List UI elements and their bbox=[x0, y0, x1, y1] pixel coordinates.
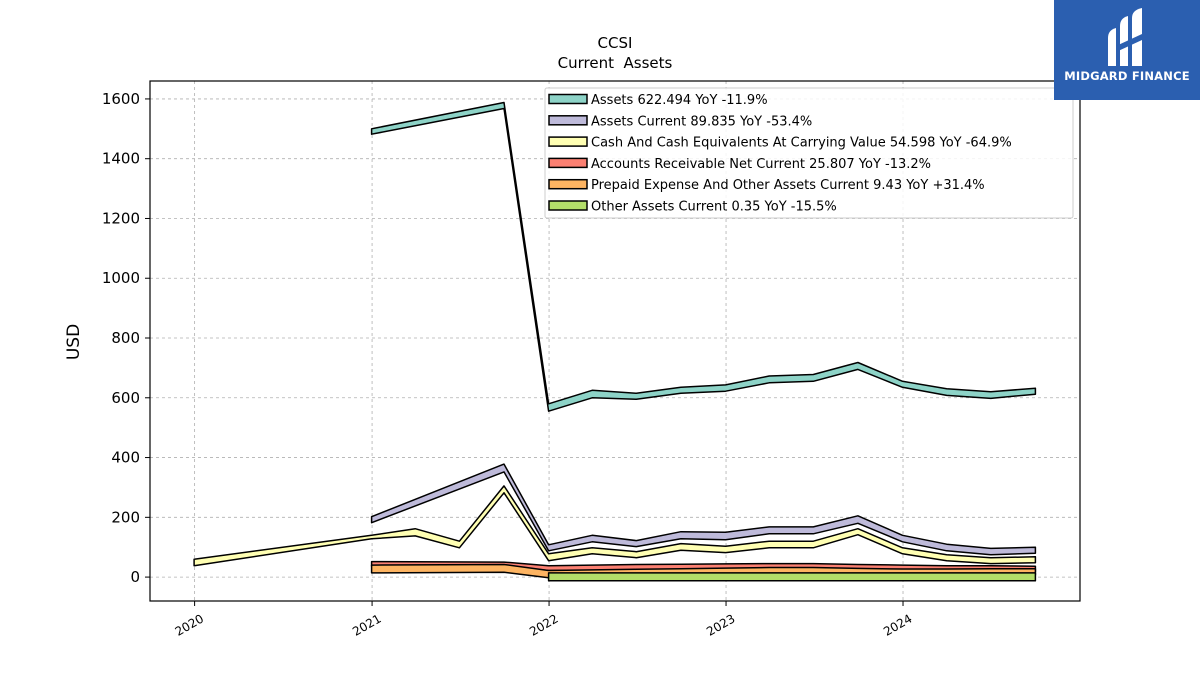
legend-label: Assets 622.494 YoY -11.9% bbox=[591, 93, 768, 108]
legend-box bbox=[544, 87, 1074, 219]
legend-swatch bbox=[548, 136, 588, 147]
y-tick-label: 200 bbox=[111, 508, 140, 526]
x-tick-label: 2021 bbox=[350, 611, 383, 638]
series-band-6 bbox=[547, 572, 1037, 582]
series-band-3 bbox=[193, 485, 1037, 567]
legend-swatch bbox=[548, 115, 588, 126]
y-tick-label: 600 bbox=[111, 389, 140, 407]
legend: Assets 622.494 YoY -11.9% Assets Current … bbox=[544, 87, 1074, 219]
y-axis-label: USD bbox=[64, 324, 84, 360]
legend-swatch bbox=[548, 200, 588, 211]
legend-label: Accounts Receivable Net Current 25.807 Y… bbox=[591, 157, 931, 172]
y-tick-label: 400 bbox=[111, 449, 140, 467]
x-tick-label: 2024 bbox=[881, 611, 914, 638]
legend-label: Prepaid Expense And Other Assets Current… bbox=[591, 178, 985, 193]
legend-swatch bbox=[548, 178, 588, 190]
series-band-1 bbox=[370, 101, 1037, 412]
y-tick-label: 1400 bbox=[102, 150, 140, 168]
brand-logo: MIDGARD FINANCE bbox=[1054, 0, 1200, 100]
y-tick-label: 1000 bbox=[102, 269, 140, 287]
series-layer bbox=[193, 101, 1037, 582]
y-tick-label: 1200 bbox=[102, 209, 140, 227]
plot-frame bbox=[149, 80, 1081, 602]
x-tick-label: 2022 bbox=[527, 611, 560, 638]
y-tick-label: 1600 bbox=[102, 90, 140, 108]
legend-label: Other Assets Current 0.35 YoY -15.5% bbox=[591, 200, 837, 215]
x-tick-label: 2020 bbox=[173, 611, 206, 638]
legend-label: Assets Current 89.835 YoY -53.4% bbox=[591, 114, 812, 129]
brand-mark-icon bbox=[1108, 8, 1142, 66]
chart-title: CCSI bbox=[598, 34, 633, 52]
legend-swatch bbox=[548, 93, 588, 105]
legend-label: Cash And Cash Equivalents At Carrying Va… bbox=[591, 136, 1012, 151]
x-tick-label: 2023 bbox=[704, 611, 737, 638]
y-tick-label: 0 bbox=[130, 568, 140, 586]
legend-swatch bbox=[548, 157, 588, 169]
y-tick-label: 800 bbox=[111, 329, 140, 347]
brand-name: MIDGARD FINANCE bbox=[1064, 69, 1190, 83]
series-band-2 bbox=[370, 463, 1037, 556]
chart-subtitle: Current Assets bbox=[558, 54, 673, 72]
